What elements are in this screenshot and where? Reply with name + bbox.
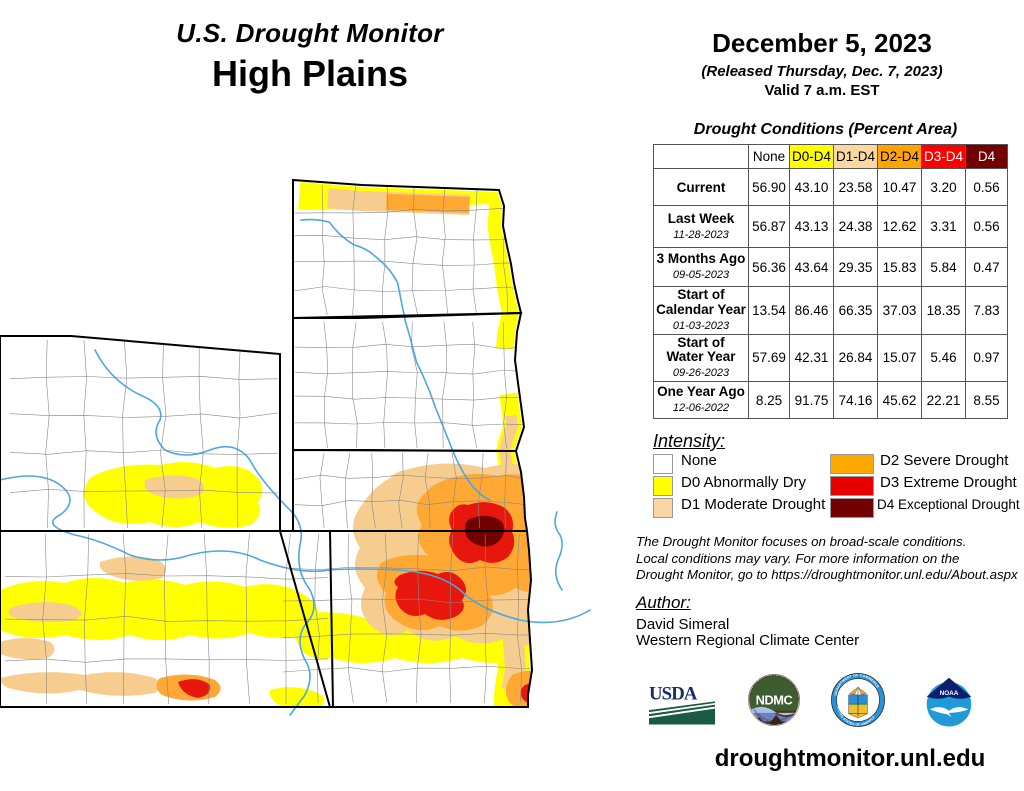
svg-text:NDMC: NDMC (756, 692, 793, 707)
svg-text:NOAA: NOAA (940, 690, 959, 697)
svg-text:USDA: USDA (649, 684, 698, 705)
